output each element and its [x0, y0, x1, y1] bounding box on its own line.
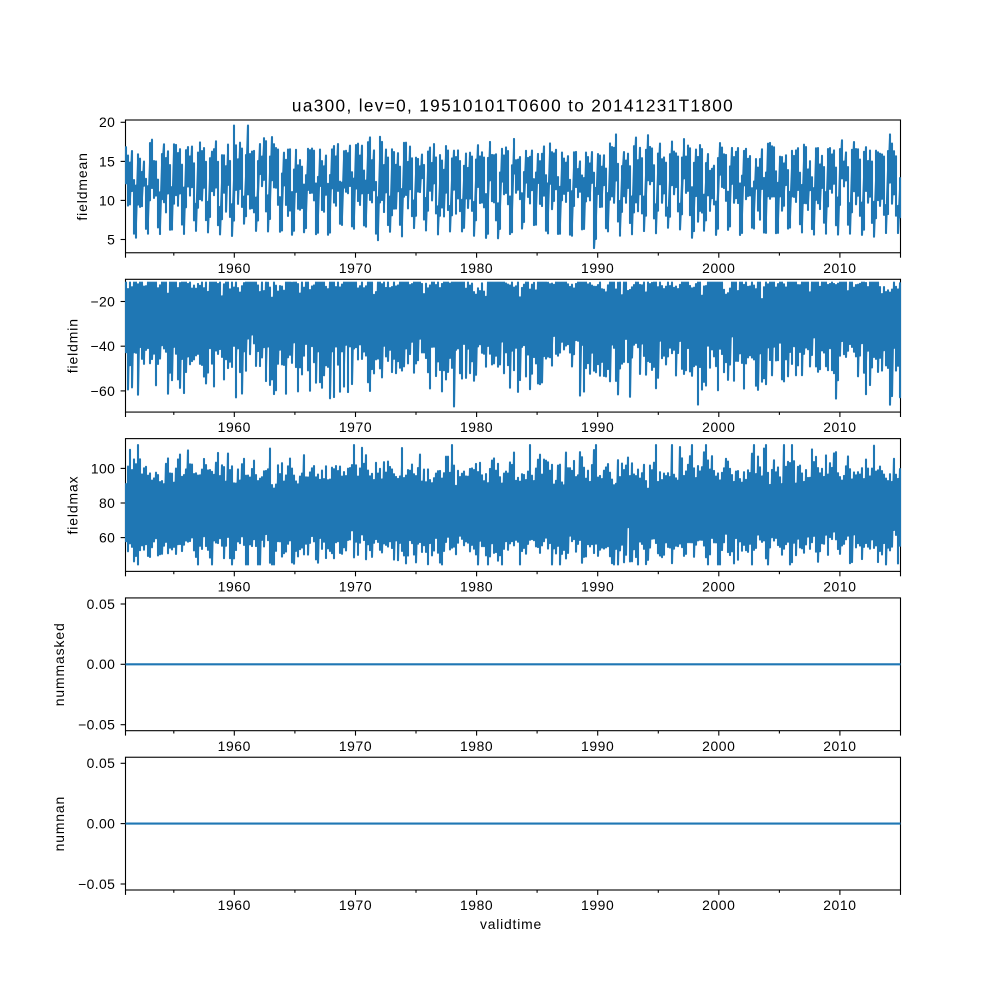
svg-text:1960: 1960 [218, 738, 251, 754]
svg-text:10: 10 [99, 192, 115, 208]
svg-text:2010: 2010 [823, 579, 856, 595]
svg-text:2010: 2010 [823, 738, 856, 754]
svg-text:1960: 1960 [218, 260, 251, 276]
svg-text:1970: 1970 [339, 579, 372, 595]
svg-text:1980: 1980 [460, 579, 493, 595]
svg-text:0.05: 0.05 [87, 755, 116, 771]
svg-text:1990: 1990 [581, 260, 614, 276]
svg-text:validtime: validtime [480, 916, 542, 932]
svg-text:1970: 1970 [339, 897, 372, 913]
svg-text:1990: 1990 [581, 897, 614, 913]
svg-text:1960: 1960 [218, 897, 251, 913]
svg-text:ua300, lev=0, 19510101T0600 to: ua300, lev=0, 19510101T0600 to 20141231T… [292, 96, 734, 116]
svg-text:100: 100 [91, 460, 115, 476]
svg-text:5: 5 [107, 231, 115, 247]
svg-text:1990: 1990 [581, 419, 614, 435]
svg-text:−20: −20 [91, 293, 116, 309]
svg-text:15: 15 [99, 153, 115, 169]
svg-text:1970: 1970 [339, 260, 372, 276]
svg-text:60: 60 [99, 530, 115, 546]
svg-text:1980: 1980 [460, 419, 493, 435]
svg-text:2000: 2000 [702, 260, 735, 276]
svg-text:fieldmax: fieldmax [65, 476, 81, 535]
svg-text:2000: 2000 [702, 419, 735, 435]
svg-text:1960: 1960 [218, 419, 251, 435]
svg-text:80: 80 [99, 495, 115, 511]
svg-text:0.00: 0.00 [87, 816, 116, 832]
svg-text:fieldmean: fieldmean [74, 152, 90, 220]
svg-text:0.05: 0.05 [87, 596, 116, 612]
svg-text:−60: −60 [91, 383, 116, 399]
svg-text:0.00: 0.00 [87, 656, 116, 672]
svg-text:1990: 1990 [581, 738, 614, 754]
svg-text:fieldmin: fieldmin [65, 318, 81, 373]
svg-text:1960: 1960 [218, 579, 251, 595]
svg-text:numnan: numnan [51, 796, 67, 852]
svg-text:1990: 1990 [581, 579, 614, 595]
svg-text:1980: 1980 [460, 738, 493, 754]
svg-text:1970: 1970 [339, 419, 372, 435]
svg-text:−0.05: −0.05 [78, 876, 115, 892]
svg-text:2000: 2000 [702, 897, 735, 913]
svg-text:2000: 2000 [702, 579, 735, 595]
svg-text:1980: 1980 [460, 897, 493, 913]
svg-text:20: 20 [99, 114, 115, 130]
svg-text:−40: −40 [91, 338, 116, 354]
svg-text:nummasked: nummasked [51, 622, 67, 706]
svg-text:2010: 2010 [823, 260, 856, 276]
svg-text:1980: 1980 [460, 260, 493, 276]
svg-text:2000: 2000 [702, 738, 735, 754]
svg-text:−0.05: −0.05 [78, 717, 115, 733]
svg-text:1970: 1970 [339, 738, 372, 754]
svg-text:2010: 2010 [823, 897, 856, 913]
svg-text:2010: 2010 [823, 419, 856, 435]
